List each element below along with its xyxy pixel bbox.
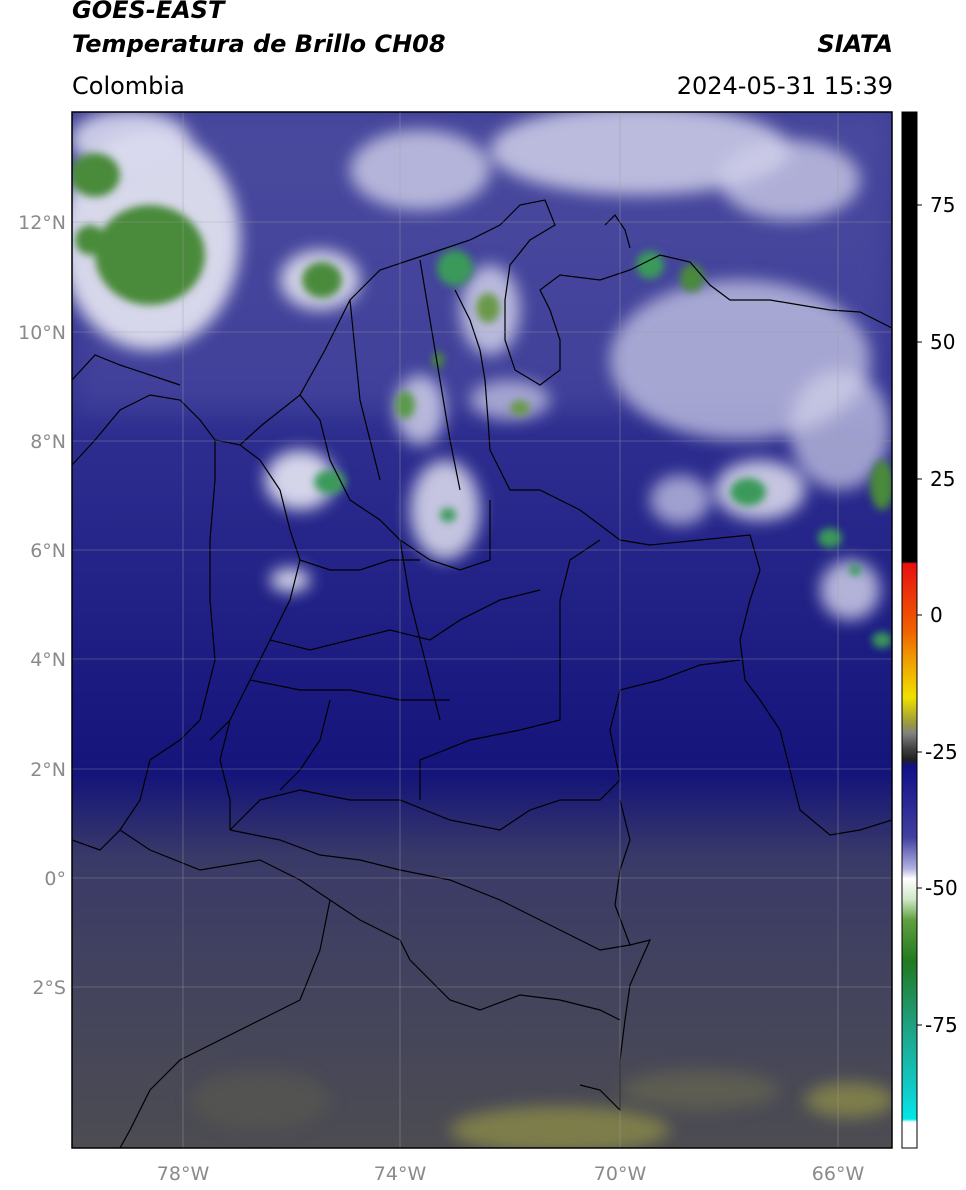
lat-tick-label: 2°S bbox=[32, 977, 66, 999]
colorbar-tick-label: 75 bbox=[930, 193, 955, 217]
product-title: Temperatura de Brillo CH08 bbox=[72, 30, 446, 58]
graticule bbox=[72, 112, 892, 1148]
colorbar-tick-label: -25 bbox=[925, 740, 958, 764]
colorbar-ramp bbox=[901, 111, 918, 1149]
lon-tick-label: 78°W bbox=[157, 1163, 210, 1185]
lon-tick-label: 66°W bbox=[812, 1163, 865, 1185]
lat-tick-label: 4°N bbox=[30, 649, 66, 671]
agency-label: SIATA bbox=[817, 30, 893, 58]
lat-tick-label: 0° bbox=[44, 868, 66, 890]
colorbar-tick-label: 0 bbox=[930, 603, 943, 627]
lat-tick-label: 2°N bbox=[30, 759, 66, 781]
colorbar-tick-label: 50 bbox=[930, 330, 955, 354]
cloud-fields bbox=[72, 112, 890, 620]
lat-tick-label: 10°N bbox=[18, 322, 66, 344]
lat-tick-label: 6°N bbox=[30, 540, 66, 562]
lat-tick-label: 12°N bbox=[18, 212, 66, 234]
satellite-title: GOES-EAST bbox=[72, 0, 225, 24]
datetime-label: 2024-05-31 15:39 bbox=[676, 72, 893, 100]
lat-axis: 12°N 10°N 8°N 6°N 4°N 2°N 0° 2°S bbox=[18, 212, 66, 999]
colorbar-tick-label: -50 bbox=[925, 876, 958, 900]
map-frame bbox=[71, 111, 893, 1149]
region-label: Colombia bbox=[72, 72, 185, 100]
lon-tick-label: 74°W bbox=[374, 1163, 427, 1185]
colorbar-tick-label: -75 bbox=[925, 1013, 958, 1037]
colorbar-tick-label: 25 bbox=[930, 467, 955, 491]
satellite-imagery bbox=[72, 112, 892, 1148]
lon-tick-label: 70°W bbox=[594, 1163, 647, 1185]
lat-tick-label: 8°N bbox=[30, 431, 66, 453]
colorbar: 75 50 25 0 -25 -50 -75 bbox=[901, 111, 958, 1149]
lon-axis: 78°W 74°W 70°W 66°W bbox=[157, 1163, 865, 1185]
